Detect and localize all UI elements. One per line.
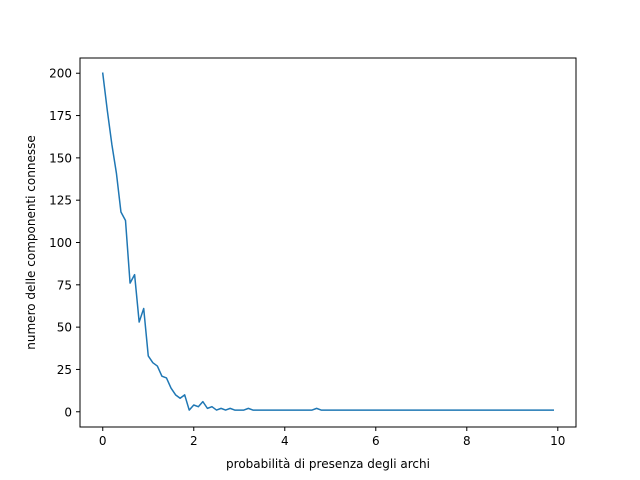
x-tick-label: 0	[99, 434, 107, 448]
x-tick-label: 6	[372, 434, 380, 448]
y-tick-label: 50	[57, 321, 72, 335]
y-tick-label: 175	[49, 109, 72, 123]
x-tick-label: 4	[281, 434, 289, 448]
y-tick-label: 0	[64, 405, 72, 419]
x-tick-label: 10	[550, 434, 565, 448]
x-tick-label: 2	[190, 434, 198, 448]
y-axis-label: numero delle componenti connesse	[24, 135, 38, 349]
y-tick-label: 200	[49, 67, 72, 81]
axes-frame	[79, 57, 577, 428]
y-tick-label: 150	[49, 151, 72, 165]
y-tick-label: 75	[57, 278, 72, 292]
plot-area	[101, 72, 554, 411]
y-tick-label: 25	[57, 363, 72, 377]
y-tick-label: 100	[49, 236, 72, 250]
x-axis-label: probabilità di presenza degli archi	[226, 457, 430, 471]
series-line	[101, 72, 554, 411]
x-tick-label: 8	[463, 434, 471, 448]
y-tick-label: 125	[49, 194, 72, 208]
